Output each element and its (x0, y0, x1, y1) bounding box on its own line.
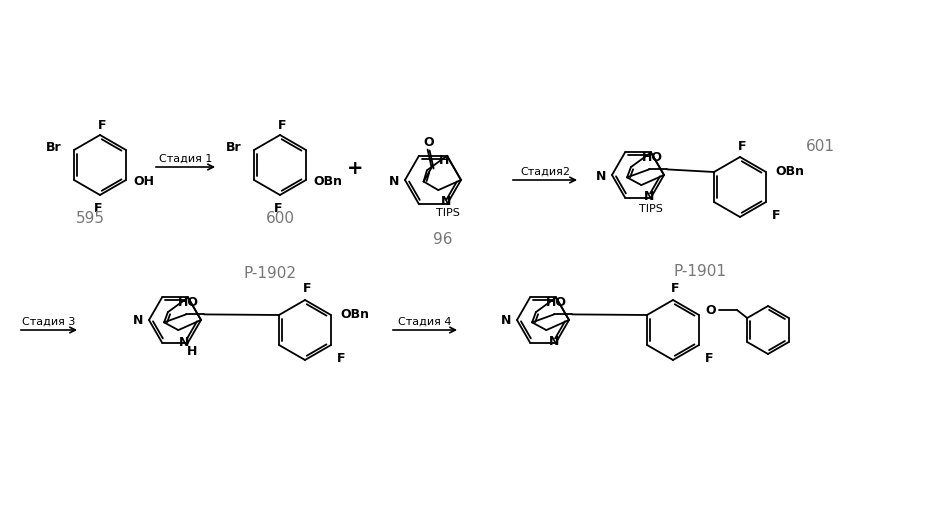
Text: TIPS: TIPS (436, 208, 461, 218)
Text: F: F (98, 118, 107, 131)
Text: OBn: OBn (341, 307, 369, 320)
Text: HO: HO (642, 150, 663, 164)
Text: H: H (438, 154, 448, 167)
Text: TIPS: TIPS (639, 204, 664, 214)
Text: N: N (133, 314, 143, 327)
Text: F: F (738, 139, 747, 152)
Text: F: F (671, 282, 680, 295)
Text: Стадия 3: Стадия 3 (23, 316, 76, 326)
Text: Br: Br (46, 140, 61, 153)
Text: 601: 601 (805, 138, 834, 153)
Text: F: F (705, 351, 714, 364)
Text: N: N (441, 194, 451, 207)
Text: Стадия 1: Стадия 1 (159, 154, 212, 164)
Text: OH: OH (133, 174, 155, 187)
Text: F: F (337, 351, 346, 364)
Text: N: N (644, 189, 654, 202)
Text: Стадия 4: Стадия 4 (398, 316, 452, 326)
Text: Стадия2: Стадия2 (520, 167, 570, 177)
Text: HO: HO (546, 295, 566, 308)
Text: F: F (93, 201, 102, 214)
Text: Br: Br (227, 140, 242, 153)
Text: N: N (389, 174, 399, 187)
Text: P-1902: P-1902 (244, 265, 296, 280)
Text: F: F (772, 208, 781, 221)
Text: P-1901: P-1901 (673, 263, 727, 278)
Text: O: O (706, 304, 716, 317)
Text: N: N (501, 314, 512, 327)
Text: OBn: OBn (313, 174, 343, 187)
Text: N: N (596, 169, 606, 182)
Text: 600: 600 (265, 210, 295, 225)
Text: 595: 595 (76, 210, 105, 225)
Text: F: F (274, 201, 282, 214)
Text: F: F (303, 282, 312, 295)
Text: 96: 96 (433, 231, 453, 246)
Text: +: + (346, 158, 363, 177)
Text: OBn: OBn (775, 164, 804, 177)
Text: O: O (423, 136, 434, 149)
Text: F: F (278, 118, 286, 131)
Text: N: N (179, 335, 190, 348)
Text: HO: HO (177, 295, 198, 308)
Text: H: H (187, 344, 197, 357)
Text: N: N (549, 334, 560, 347)
